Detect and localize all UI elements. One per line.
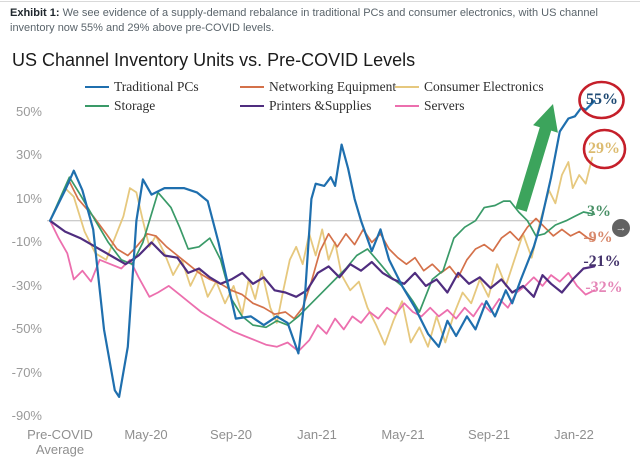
y-tick-label: -30% [11,277,42,293]
legend-item-storage: Storage [85,98,156,113]
x-tick-label: Sep-21 [468,427,510,442]
legend-label: Servers [424,98,465,113]
x-tick-label: May-20 [124,427,168,442]
legend-item-servers: Servers [395,98,465,113]
series-line-traditional-pcs [48,99,596,398]
x-tick-label: Pre-COVID Average [27,427,93,457]
end-label-storage: 3% [587,203,611,220]
legend-swatch-icon [240,86,264,88]
top-divider [0,1,640,2]
end-label-printers-supplies: -21% [583,253,621,270]
x-tick-label: Jan-22 [554,427,594,442]
exhibit-caption-text: We see evidence of a supply-demand rebal… [10,7,598,34]
legend-label: Storage [114,98,156,113]
green-up-arrow-annotation [515,104,558,212]
legend-item-networking-equipment: Networking Equipment [240,79,397,94]
y-tick-label: -50% [11,321,42,337]
legend-swatch-icon [240,105,264,107]
highlight-circle-55 [578,80,625,120]
y-tick-label: -10% [11,234,42,250]
legend-swatch-icon [395,86,419,88]
right-arrow-icon: → [615,222,627,234]
chart-title: US Channel Inventory Units vs. Pre-COVID… [12,50,416,70]
y-tick-label: -90% [11,408,42,424]
end-label-servers: -32% [585,279,623,296]
legend-label: Printers &Supplies [269,98,372,113]
legend-label: Networking Equipment [269,79,397,94]
highlight-circle-29 [582,128,627,170]
legend-swatch-icon [395,105,419,107]
exhibit-label: Exhibit 1: [10,7,60,19]
y-tick-label: -70% [11,364,42,380]
end-label-traditional-pcs: 55% [586,91,618,108]
carousel-next-button[interactable]: → [612,219,630,237]
x-tick-label: Jan-21 [297,427,337,442]
series-line-networking-equipment [49,180,596,320]
exhibit-caption: Exhibit 1: We see evidence of a supply-d… [10,6,628,36]
y-tick-label: 50% [15,103,42,119]
y-tick-label: 10% [15,190,42,206]
legend-swatch-icon [85,105,109,107]
legend-label: Traditional PCs [114,79,199,94]
legend-label: Consumer Electronics [424,79,544,94]
y-tick-label: 30% [15,147,42,163]
legend-swatch-icon [85,86,109,88]
end-label-networking-equipment: -9% [583,229,613,246]
legend-item-consumer-electronics: Consumer Electronics [395,79,544,94]
legend-item-traditional-pcs: Traditional PCs [85,79,199,94]
legend-item-printers-supplies: Printers &Supplies [240,98,372,113]
series-line-servers [49,219,596,353]
series-line-printers-supplies [48,219,596,298]
x-tick-label: Sep-20 [210,427,252,442]
x-tick-label: May-21 [381,427,425,442]
end-label-consumer-electronics: 29% [588,140,620,157]
